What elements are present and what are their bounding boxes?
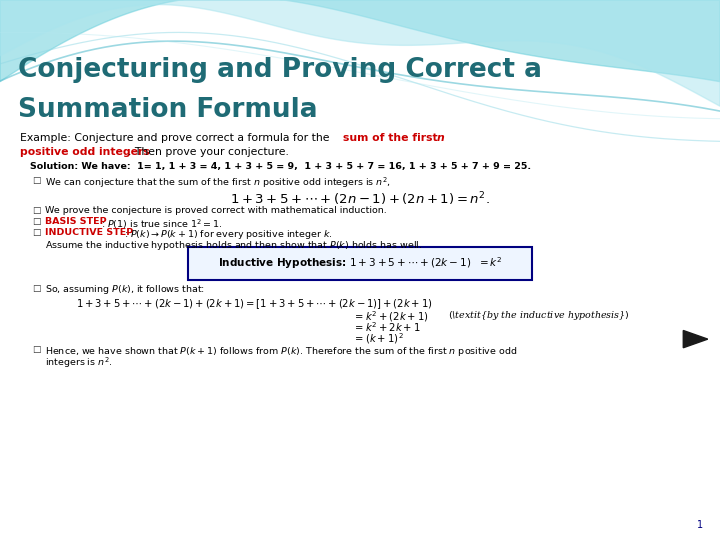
Text: □: □	[32, 284, 40, 293]
Text: . Then prove your conjecture.: . Then prove your conjecture.	[128, 147, 289, 158]
Text: □: □	[32, 228, 40, 237]
Text: $= (k + 1)^{\,2}$: $= (k + 1)^{\,2}$	[353, 332, 404, 346]
Text: integers is $n^2$.: integers is $n^2$.	[45, 356, 112, 370]
Text: □: □	[32, 345, 40, 354]
Text: positive odd integers: positive odd integers	[20, 147, 150, 158]
Text: We can conjecture that the sum of the first $n$ positive odd integers is $n^2$,: We can conjecture that the sum of the fi…	[45, 176, 391, 190]
Text: Summation Formula: Summation Formula	[18, 97, 318, 123]
Text: □: □	[32, 206, 40, 215]
Text: n: n	[437, 133, 445, 144]
Text: Hence, we have shown that $P(k + 1)$ follows from $P(k)$. Therefore the sum of t: Hence, we have shown that $P(k + 1)$ fol…	[45, 345, 517, 357]
Text: We prove the conjecture is proved correct with mathematical induction.: We prove the conjecture is proved correc…	[45, 206, 387, 215]
Text: So, assuming $P(k)$, it follows that:: So, assuming $P(k)$, it follows that:	[45, 284, 204, 296]
FancyBboxPatch shape	[188, 247, 532, 280]
Text: $($\textit{by the inductive hypothesis}$)$: $($\textit{by the inductive hypothesis}$…	[448, 309, 629, 322]
Text: Inductive Hypothesis: $1 + 3 + 5 + \cdots + (2k - 1)\ \ =k^2$: Inductive Hypothesis: $1 + 3 + 5 + \cdot…	[217, 255, 503, 272]
Text: □: □	[32, 217, 40, 226]
Text: $= k^2 + (2k + 1)$: $= k^2 + (2k + 1)$	[353, 309, 428, 323]
Text: 1: 1	[697, 520, 703, 530]
Text: Conjecturing and Proving Correct a: Conjecturing and Proving Correct a	[18, 57, 542, 83]
Text: Solution: We have:  1= 1, 1 + 3 = 4, 1 + 3 + 5 = 9,  1 + 3 + 5 + 7 = 16, 1 + 3 +: Solution: We have: 1= 1, 1 + 3 = 4, 1 + …	[30, 162, 531, 171]
Text: BASIS STEP: BASIS STEP	[45, 217, 107, 226]
Text: : $P(1)$ is true since $1^2 = 1$.: : $P(1)$ is true since $1^2 = 1$.	[101, 217, 222, 231]
Text: sum of the first: sum of the first	[343, 133, 441, 144]
Polygon shape	[683, 330, 708, 348]
Text: □: □	[32, 176, 40, 185]
Text: $1 + 3 + 5 + \cdots + (2k - 1) + (2k + 1) =[1 + 3 + 5 + \cdots + (2k - 1)] + (2k: $1 + 3 + 5 + \cdots + (2k - 1) + (2k + 1…	[76, 297, 432, 311]
Text: $= k^2 + 2k + 1$: $= k^2 + 2k + 1$	[353, 320, 420, 334]
Text: INDUCTIVE STEP: INDUCTIVE STEP	[45, 228, 133, 237]
Text: Example: Conjecture and prove correct a formula for the: Example: Conjecture and prove correct a …	[20, 133, 333, 144]
Text: Assume the inductive hypothesis holds and then show that $P(k)$ holds has well.: Assume the inductive hypothesis holds an…	[45, 239, 422, 252]
Text: $1 + 3 + 5 + \cdots + (2n - 1) + (2n + 1) = n^2.$: $1 + 3 + 5 + \cdots + (2n - 1) + (2n + 1…	[230, 190, 490, 208]
Text: : $P(k) \rightarrow P(k + 1)$ for every positive integer $k$.: : $P(k) \rightarrow P(k + 1)$ for every …	[124, 228, 333, 241]
